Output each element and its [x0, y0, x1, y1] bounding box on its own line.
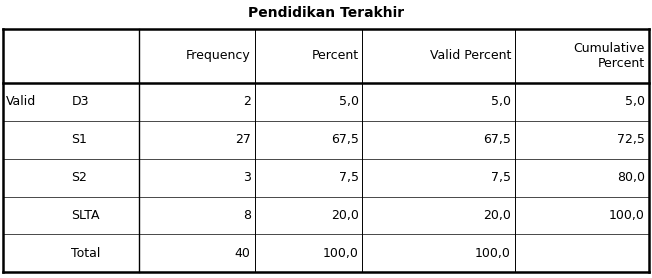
Text: Cumulative
Percent: Cumulative Percent	[574, 42, 645, 70]
Text: 5,0: 5,0	[338, 95, 359, 108]
Text: Frequency: Frequency	[186, 49, 251, 63]
Text: 3: 3	[243, 171, 251, 184]
Text: 2: 2	[243, 95, 251, 108]
Text: 20,0: 20,0	[331, 209, 359, 222]
Text: 100,0: 100,0	[323, 247, 359, 260]
Text: 7,5: 7,5	[338, 171, 359, 184]
Text: 67,5: 67,5	[483, 133, 511, 146]
Text: D3: D3	[71, 95, 89, 108]
Text: 72,5: 72,5	[617, 133, 645, 146]
Text: S2: S2	[71, 171, 87, 184]
Text: S1: S1	[71, 133, 87, 146]
Text: 5,0: 5,0	[491, 95, 511, 108]
Text: 100,0: 100,0	[609, 209, 645, 222]
Text: 100,0: 100,0	[475, 247, 511, 260]
Text: 80,0: 80,0	[617, 171, 645, 184]
Text: 67,5: 67,5	[331, 133, 359, 146]
Text: 5,0: 5,0	[625, 95, 645, 108]
Text: 8: 8	[243, 209, 251, 222]
Text: Percent: Percent	[312, 49, 359, 63]
Text: SLTA: SLTA	[71, 209, 100, 222]
Text: 7,5: 7,5	[491, 171, 511, 184]
Text: Total: Total	[71, 247, 100, 260]
Text: Valid Percent: Valid Percent	[430, 49, 511, 63]
Text: 20,0: 20,0	[483, 209, 511, 222]
Text: 40: 40	[235, 247, 251, 260]
Text: 27: 27	[235, 133, 251, 146]
Text: Valid: Valid	[6, 95, 36, 108]
Text: Pendidikan Terakhir: Pendidikan Terakhir	[248, 6, 404, 19]
